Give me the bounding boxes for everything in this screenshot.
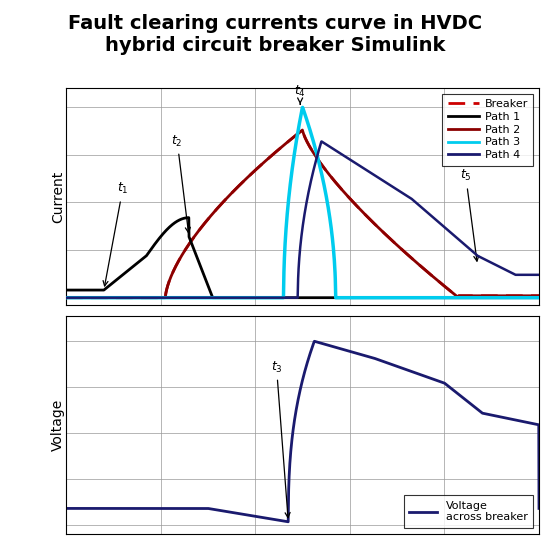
- Text: $t_5$: $t_5$: [460, 168, 479, 261]
- Text: $t_2$: $t_2$: [172, 134, 190, 233]
- Legend: Breaker, Path 1, Path 2, Path 3, Path 4: Breaker, Path 1, Path 2, Path 3, Path 4: [442, 94, 534, 166]
- Y-axis label: Current: Current: [51, 170, 65, 223]
- Text: $t_4$: $t_4$: [294, 84, 306, 104]
- Text: Fault clearing currents curve in HVDC
hybrid circuit breaker Simulink: Fault clearing currents curve in HVDC hy…: [68, 14, 482, 55]
- Legend: Voltage
across breaker: Voltage across breaker: [404, 495, 534, 528]
- Y-axis label: Voltage: Voltage: [51, 399, 65, 451]
- Text: $t_3$: $t_3$: [271, 360, 290, 518]
- Text: $t_1$: $t_1$: [103, 182, 129, 286]
